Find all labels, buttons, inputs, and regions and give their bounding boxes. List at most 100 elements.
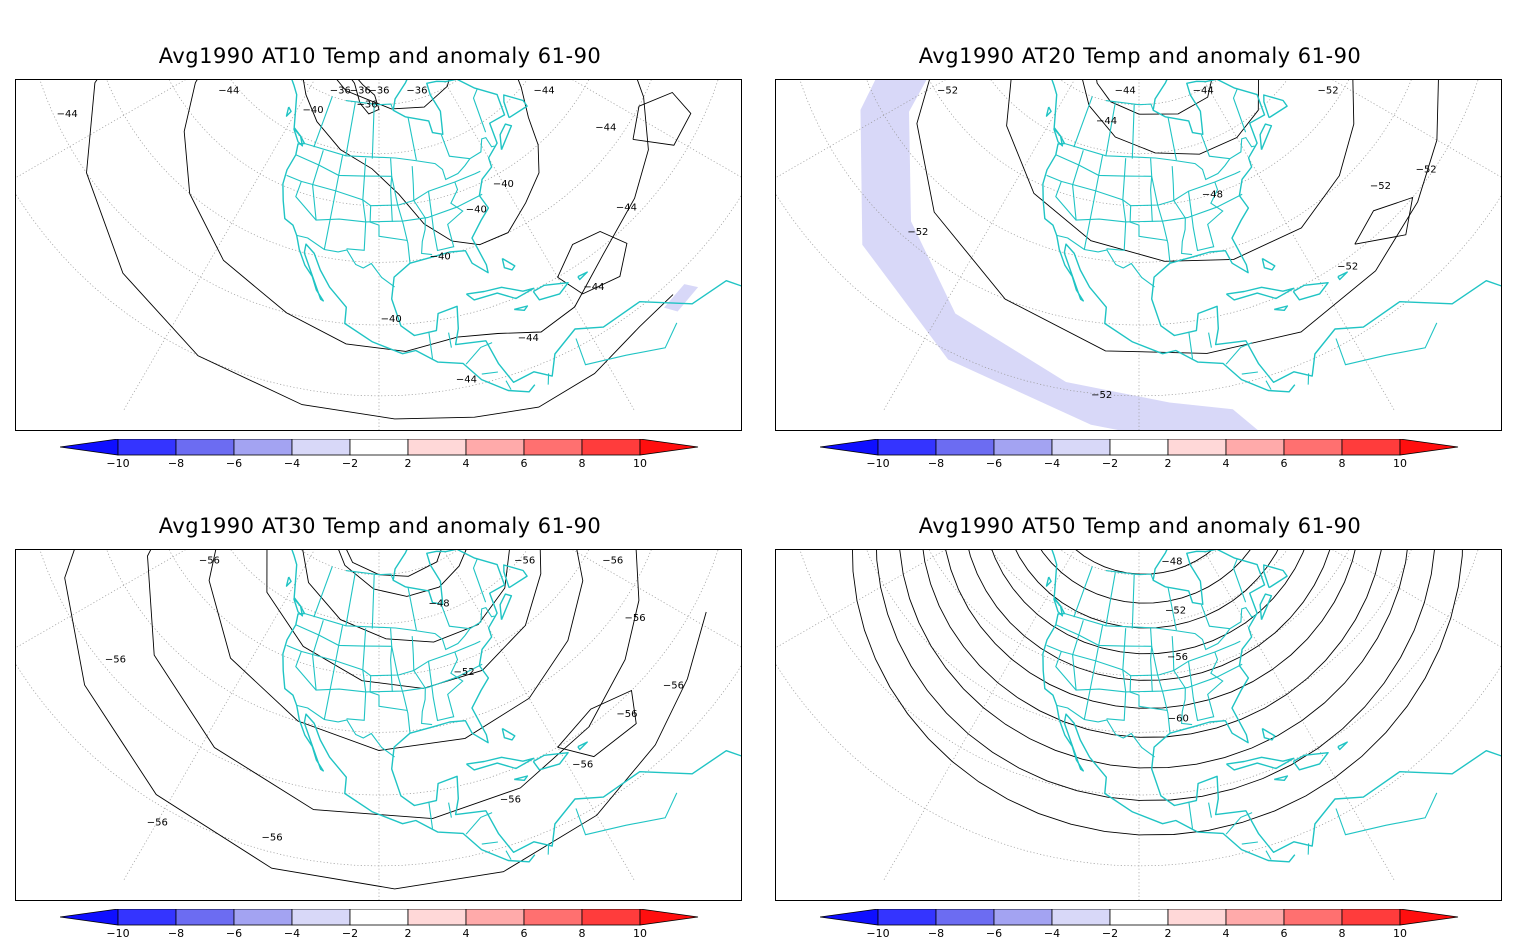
colorbar-tick-label: 4 bbox=[463, 927, 470, 939]
coastline bbox=[1047, 107, 1052, 116]
colorbar-tick-label: −2 bbox=[342, 927, 358, 939]
border-line bbox=[1074, 96, 1093, 147]
colorbar-min-arrow bbox=[820, 439, 878, 455]
colorbar-segment bbox=[1226, 439, 1284, 455]
colorbar-segment bbox=[350, 439, 408, 455]
colorbar-segment bbox=[878, 439, 936, 455]
coastline bbox=[466, 757, 533, 770]
colorbar-tick-label: 2 bbox=[1165, 457, 1172, 469]
colorbar-tick-label: 4 bbox=[463, 457, 470, 469]
border-line bbox=[1209, 803, 1212, 818]
longitude-line bbox=[776, 80, 1100, 223]
border-line bbox=[1132, 575, 1134, 629]
map-panel-at30: Avg1990 AT30 Temp and anomaly 61-90−48−5… bbox=[0, 470, 760, 940]
colorbar-tick-label: 6 bbox=[521, 927, 528, 939]
colorbar-segment bbox=[466, 909, 524, 925]
coastline bbox=[502, 729, 515, 740]
border-line bbox=[1106, 571, 1153, 581]
contour-label: −48 bbox=[1161, 556, 1182, 567]
coastline bbox=[500, 594, 511, 620]
latitude-line bbox=[901, 80, 1377, 206]
border-line bbox=[297, 705, 395, 757]
colorbar-segment bbox=[292, 909, 350, 925]
colorbar-segment bbox=[524, 439, 582, 455]
border-line bbox=[347, 628, 366, 720]
coastline bbox=[1264, 95, 1287, 118]
colorbar-min-arrow bbox=[820, 909, 878, 925]
border-line bbox=[576, 793, 677, 835]
border-line bbox=[347, 158, 366, 250]
colorbar-tick-label: 8 bbox=[1339, 457, 1346, 469]
colorbar-segment bbox=[1168, 439, 1226, 455]
border-line bbox=[1130, 206, 1168, 241]
coastline bbox=[500, 124, 511, 150]
border-line bbox=[1107, 158, 1126, 250]
contour-line bbox=[1355, 198, 1413, 245]
contour-label: −44 bbox=[1096, 116, 1117, 127]
colorbar-tick-label: 2 bbox=[1165, 927, 1172, 939]
colorbar-segment bbox=[350, 909, 408, 925]
border-line bbox=[482, 372, 498, 374]
colorbar-tick-label: 10 bbox=[633, 927, 647, 939]
map-frame: −48−52−56−60 bbox=[775, 549, 1502, 901]
longitude-line bbox=[1178, 80, 1502, 223]
border-line bbox=[429, 802, 433, 829]
political-borders bbox=[287, 550, 677, 860]
colorbar-tick-label: −4 bbox=[1044, 457, 1060, 469]
border-line bbox=[391, 158, 410, 263]
colorbar-max-arrow bbox=[1400, 439, 1458, 455]
contour-label: −40 bbox=[493, 179, 514, 190]
colorbar-max-arrow bbox=[1400, 909, 1458, 925]
border-line bbox=[482, 842, 498, 844]
colorbar-tick-label: 6 bbox=[1281, 457, 1288, 469]
border-line bbox=[576, 323, 677, 365]
contour-label: −44 bbox=[57, 109, 78, 120]
coastline bbox=[1293, 753, 1328, 770]
contour-label: −36 bbox=[330, 86, 351, 97]
coastline bbox=[466, 287, 533, 300]
colorbar-tick-label: −2 bbox=[342, 457, 358, 469]
colorbar-tick-label: −8 bbox=[928, 927, 944, 939]
longitude-line bbox=[1178, 550, 1502, 693]
graticule bbox=[16, 80, 742, 431]
contour-label: −40 bbox=[466, 204, 487, 215]
border-line bbox=[297, 235, 395, 287]
coastline bbox=[533, 283, 568, 300]
colorbar-segment bbox=[176, 909, 234, 925]
border-line bbox=[346, 573, 355, 626]
contour-line bbox=[1007, 80, 1354, 261]
border-line bbox=[412, 166, 432, 255]
border-line bbox=[474, 559, 486, 602]
border-line bbox=[1106, 103, 1115, 156]
contour-label: −56 bbox=[616, 709, 637, 720]
border-line bbox=[1074, 566, 1093, 617]
colorbar-segment bbox=[118, 439, 176, 455]
coastline bbox=[236, 80, 535, 392]
contour-line bbox=[184, 80, 648, 351]
map-canvas: −44−44−44−48−52−52−52−52−52−52−52 bbox=[776, 80, 1502, 431]
contour-label: −56 bbox=[572, 759, 593, 770]
coastline bbox=[1262, 259, 1275, 270]
contour-label: −52 bbox=[1165, 605, 1186, 616]
colorbar-tick-label: 10 bbox=[1393, 927, 1407, 939]
border-line bbox=[370, 206, 408, 241]
contour-label: −56 bbox=[602, 556, 623, 567]
map-panel-at20: Avg1990 AT20 Temp and anomaly 61-90−44−4… bbox=[760, 0, 1520, 470]
coastline bbox=[1264, 565, 1287, 588]
colorbar-segment bbox=[582, 909, 640, 925]
border-line bbox=[1189, 802, 1193, 829]
border-line bbox=[1151, 176, 1153, 222]
colorbar-tick-label: −4 bbox=[284, 457, 300, 469]
colorbar-tick-label: −10 bbox=[106, 927, 129, 939]
contour-label: −56 bbox=[500, 795, 521, 806]
contour-label: −56 bbox=[262, 832, 283, 843]
border-line bbox=[1056, 155, 1152, 177]
border-line bbox=[1132, 105, 1134, 159]
border-line bbox=[1242, 372, 1258, 374]
anomaly-shading bbox=[861, 80, 1366, 431]
coastline bbox=[1047, 577, 1052, 586]
longitude-line bbox=[418, 80, 742, 223]
colorbar-segment bbox=[176, 439, 234, 455]
colorbar-tick-label: −4 bbox=[1044, 927, 1060, 939]
